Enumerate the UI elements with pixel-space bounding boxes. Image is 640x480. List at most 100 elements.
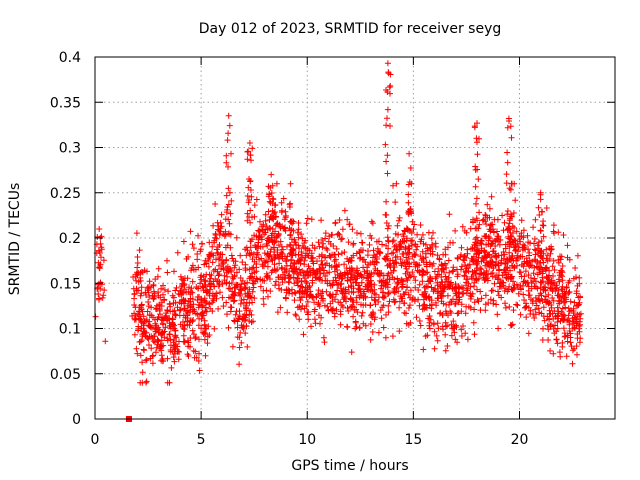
data-point	[358, 312, 365, 319]
data-point	[463, 303, 470, 310]
data-point	[228, 280, 235, 286]
data-point	[398, 276, 405, 283]
data-point	[363, 283, 369, 290]
data-point	[405, 181, 412, 188]
data-point	[296, 294, 303, 301]
data-point	[400, 231, 407, 238]
data-point	[534, 285, 541, 292]
data-point	[332, 256, 339, 263]
data-point	[269, 195, 276, 202]
data-point	[274, 309, 281, 316]
data-point	[495, 272, 502, 279]
data-point	[531, 246, 538, 253]
data-point	[298, 306, 304, 313]
data-point	[403, 225, 410, 232]
data-point	[485, 271, 492, 278]
data-point	[237, 300, 244, 307]
data-point	[458, 266, 464, 273]
data-point	[543, 246, 550, 253]
data-point	[408, 229, 415, 236]
data-point	[431, 268, 438, 275]
data-point	[334, 271, 341, 278]
data-point	[215, 272, 222, 279]
data-point	[563, 284, 570, 290]
data-point	[304, 246, 311, 252]
data-point	[180, 238, 187, 245]
data-point	[519, 282, 526, 289]
data-point	[248, 274, 255, 281]
data-point	[230, 275, 237, 282]
data-point	[472, 239, 479, 246]
data-point	[157, 311, 163, 318]
data-point	[264, 274, 271, 281]
data-point	[278, 249, 285, 256]
data-point	[299, 252, 306, 259]
data-point	[173, 284, 180, 291]
data-point	[517, 269, 524, 276]
data-point	[369, 309, 376, 316]
data-point	[423, 259, 430, 266]
data-point	[288, 256, 295, 263]
data-point	[194, 311, 201, 318]
data-point	[98, 246, 105, 253]
data-point	[215, 243, 221, 250]
data-point	[249, 288, 256, 295]
data-point	[160, 291, 166, 298]
data-point	[386, 84, 393, 91]
data-point	[508, 262, 515, 269]
data-point	[399, 277, 406, 284]
data-point	[334, 287, 341, 294]
data-point	[188, 285, 195, 292]
data-point	[539, 270, 546, 277]
data-point	[275, 274, 282, 281]
data-point	[244, 156, 251, 163]
data-point	[133, 345, 140, 352]
data-point	[486, 205, 493, 212]
data-point	[571, 345, 578, 352]
data-point	[380, 289, 387, 296]
data-point	[100, 292, 107, 299]
data-point	[306, 265, 313, 272]
data-point	[264, 242, 271, 249]
data-point	[233, 234, 240, 241]
data-point	[377, 249, 384, 256]
data-point	[557, 353, 564, 360]
data-point	[175, 290, 182, 297]
data-point	[134, 260, 141, 266]
data-point	[507, 321, 514, 328]
data-point	[492, 262, 499, 269]
data-point	[557, 253, 563, 260]
data-point	[141, 347, 148, 354]
data-point	[206, 292, 213, 299]
data-point	[528, 262, 535, 269]
data-point	[488, 287, 495, 294]
x-tick-label: 10	[298, 432, 316, 448]
data-point	[212, 232, 219, 238]
data-point	[299, 235, 306, 242]
data-point	[417, 322, 424, 329]
data-point	[554, 325, 561, 332]
data-point	[185, 298, 192, 305]
data-point	[172, 332, 179, 339]
data-point	[480, 216, 487, 223]
data-point	[247, 244, 254, 251]
data-point	[468, 293, 475, 300]
data-point	[319, 261, 326, 268]
data-point	[237, 292, 243, 299]
data-point	[503, 275, 510, 281]
data-point	[500, 249, 507, 255]
data-point	[271, 249, 278, 255]
data-point	[532, 278, 539, 285]
data-point	[573, 303, 580, 309]
data-point	[486, 214, 493, 221]
data-point	[311, 306, 318, 313]
data-point	[559, 269, 566, 276]
data-point	[506, 225, 512, 232]
data-point	[545, 326, 552, 333]
data-point	[522, 268, 529, 275]
data-point	[529, 300, 536, 307]
data-point	[504, 124, 511, 131]
data-point	[551, 330, 558, 337]
data-point	[537, 228, 544, 234]
data-point	[282, 208, 289, 215]
